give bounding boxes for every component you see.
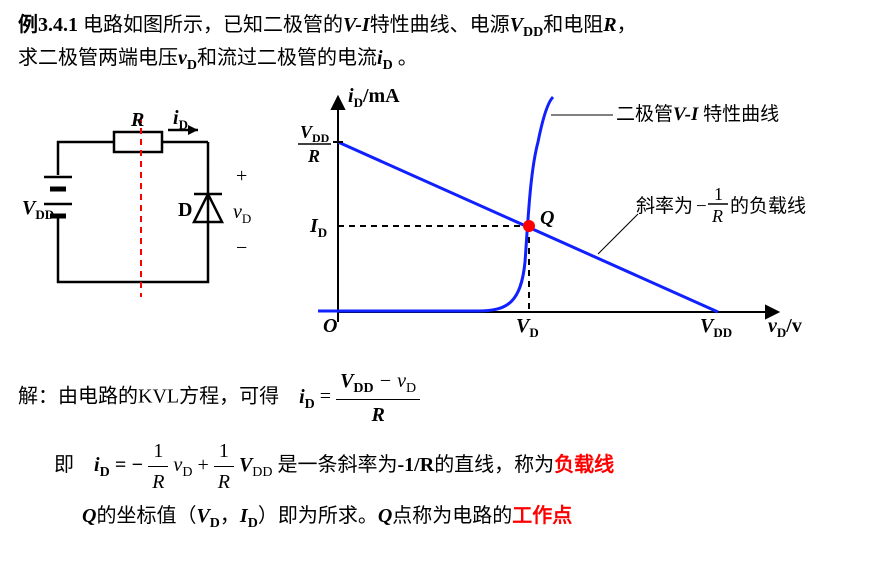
txt: 是一条斜率为 — [278, 454, 398, 476]
svg-text:1: 1 — [714, 184, 723, 204]
q2: Q — [378, 505, 392, 527]
txt: 的坐标值（ — [96, 505, 196, 527]
load-line-term: 负载线 — [554, 454, 614, 476]
minus-label: − — [236, 237, 247, 259]
txt: 和电阻 — [543, 14, 603, 36]
problem-statement: 例3.4.1 电路如图所示，已知二极管的V-I特性曲线、电源VDD和电阻R， 求… — [18, 10, 865, 76]
svg-text:斜率为: 斜率为 — [636, 195, 693, 217]
svg-text:的负载线: 的负载线 — [730, 195, 806, 217]
txt: 。 — [393, 47, 418, 69]
vi-label: V-I — [343, 14, 370, 36]
origin-label: O — [323, 315, 337, 337]
q-point — [523, 220, 535, 232]
txt: 特性曲线、电源 — [370, 14, 510, 36]
eq-sign: = — [320, 386, 336, 408]
eq1: iD — [299, 386, 320, 408]
eq2: iD = − — [94, 454, 148, 476]
circuit-diagram: R iD VDD D + vD − — [18, 82, 278, 342]
txt: ， — [220, 505, 240, 527]
plus-label: + — [236, 165, 247, 187]
svg-text:R: R — [711, 206, 723, 226]
slope: -1/R — [398, 454, 435, 476]
fraction-1: VDD − vD R — [336, 366, 420, 430]
curve-annotation: 二极管V-I 特性曲线 — [616, 103, 779, 125]
figure-row: R iD VDD D + vD − iD/mA vD/v O VDD — [18, 82, 865, 362]
vdd-mark: VDD — [700, 315, 732, 340]
loadline-annotation: 斜率为 − 1 R 的负载线 — [636, 184, 806, 226]
r-label: R — [130, 109, 144, 131]
txt: 的直线，称为 — [434, 454, 554, 476]
txt: ， — [617, 14, 637, 36]
svg-text:−: − — [696, 196, 707, 217]
txt: 点称为电路的 — [392, 505, 512, 527]
q: Q — [82, 505, 96, 527]
q-label: Q — [540, 207, 554, 229]
txt: 电路如图所示，已知二极管的 — [78, 14, 343, 36]
id-symbol: iD — [377, 47, 393, 69]
solution-line-2: 即 iD = − 1R vD + 1R VDD 是一条斜率为-1/R的直线，称为… — [54, 436, 865, 497]
solution-block: 解：由电路的KVL方程，可得 iD = VDD − vD R 即 iD = − … — [18, 366, 865, 534]
vd-symbol: vD — [178, 47, 197, 69]
svg-text:VDD: VDD — [300, 122, 330, 145]
vdd-over-r-label: VDD R — [298, 122, 343, 166]
solution-line-1: 解：由电路的KVL方程，可得 iD = VDD − vD R — [18, 366, 865, 430]
vdd-symbol: VDD — [510, 14, 544, 36]
txt: 即 — [54, 454, 74, 476]
txt: 解：由电路的KVL方程，可得 — [18, 386, 279, 408]
diode-curve — [318, 97, 553, 311]
vd-label: vD — [233, 201, 251, 226]
frac-1r-b: 1R — [214, 436, 234, 497]
txt: 和流过二极管的电流 — [197, 47, 377, 69]
id-label: iD — [173, 107, 188, 132]
vi-plot: iD/mA vD/v O VDD R ID VD VDD Q 二极管V-I 特性… — [278, 82, 818, 362]
vd-mark: VD — [516, 315, 539, 340]
work-point-term: 工作点 — [512, 505, 572, 527]
txt: ）即为所求。 — [258, 505, 378, 527]
solution-line-3: Q的坐标值（VD，ID）即为所求。Q点称为电路的工作点 — [82, 501, 865, 534]
r-label: R — [603, 14, 616, 36]
txt: 求二极管两端电压 — [18, 47, 178, 69]
y-axis-label: iD/mA — [348, 85, 400, 110]
diode-label: D — [178, 199, 192, 221]
example-number: 例3.4.1 — [18, 14, 78, 36]
x-axis-label: vD/v — [768, 315, 802, 340]
id-mark: ID — [309, 215, 327, 240]
vdd-label: VDD — [22, 197, 54, 222]
svg-text:R: R — [307, 146, 320, 166]
frac-1r-a: 1R — [148, 436, 168, 497]
